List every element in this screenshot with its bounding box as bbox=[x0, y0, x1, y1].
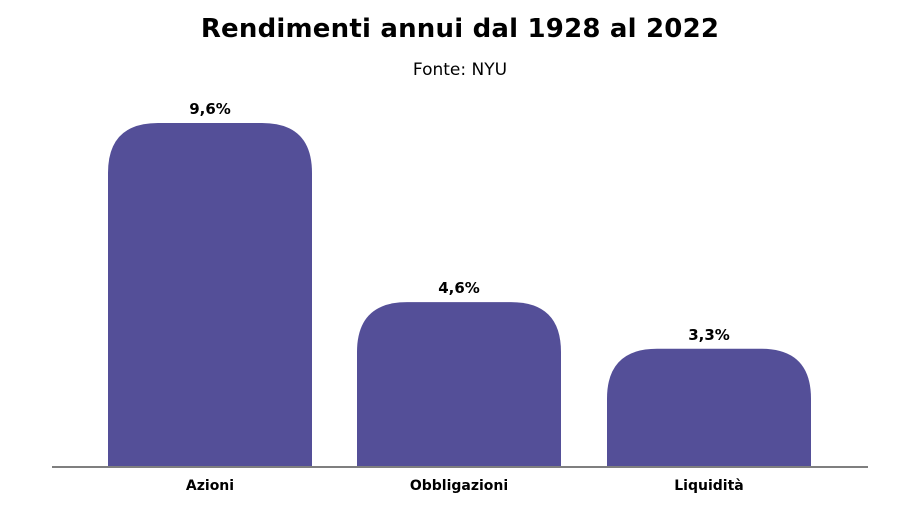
bar-azioni bbox=[108, 123, 312, 467]
category-labels-group: Azioni Obbligazioni Liquidità bbox=[186, 478, 744, 494]
category-label: Obbligazioni bbox=[410, 478, 508, 494]
bars-group bbox=[108, 123, 811, 467]
category-label: Azioni bbox=[186, 478, 234, 494]
value-label: 4,6% bbox=[438, 279, 480, 297]
bar-liquidit bbox=[607, 348, 811, 467]
chart-title: Rendimenti annui dal 1928 al 2022 bbox=[200, 14, 720, 44]
chart-subtitle: Fonte: NYU bbox=[412, 60, 508, 80]
value-labels-group: 9,6% 4,6% 3,3% bbox=[189, 100, 730, 344]
category-label: Liquidità bbox=[674, 478, 743, 494]
value-label: 3,3% bbox=[688, 326, 730, 344]
bar-obbligazioni bbox=[357, 302, 561, 467]
value-label: 9,6% bbox=[189, 100, 231, 118]
